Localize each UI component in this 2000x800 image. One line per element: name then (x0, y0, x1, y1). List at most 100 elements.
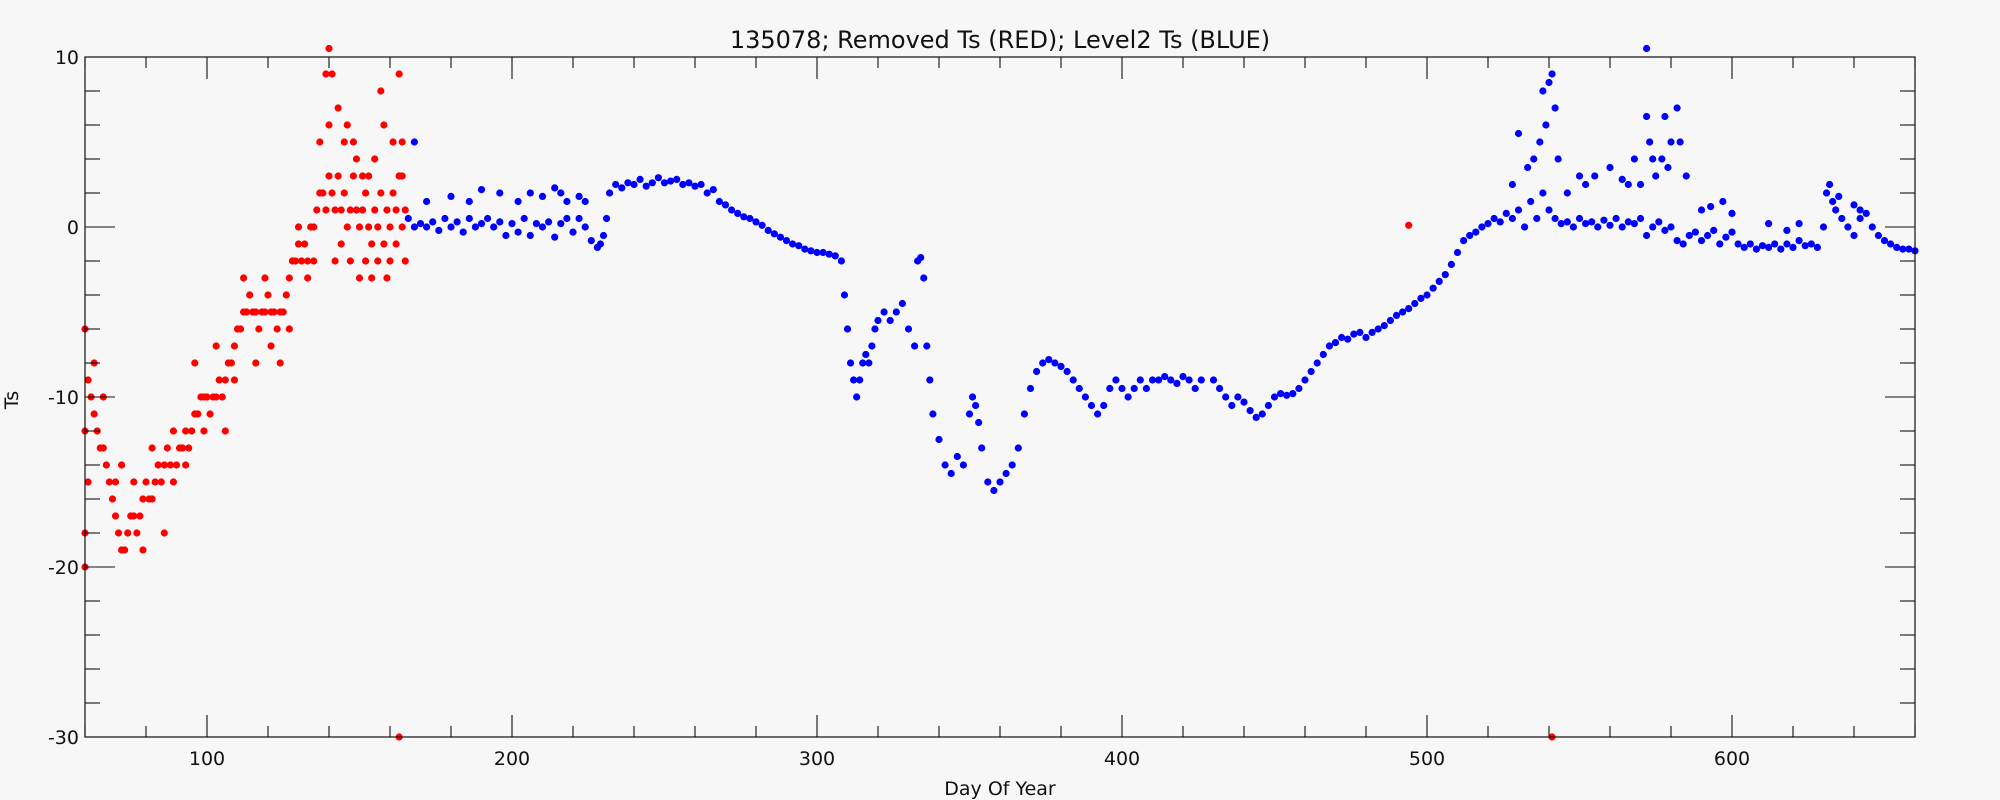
data-point (227, 359, 235, 367)
data-point (163, 444, 171, 452)
data-point (1722, 233, 1730, 241)
data-point (484, 214, 492, 223)
data-point (1676, 138, 1684, 146)
data-point (630, 180, 638, 189)
data-point (865, 359, 873, 367)
data-point (624, 179, 632, 187)
data-point (111, 512, 120, 520)
data-point (1618, 223, 1626, 231)
data-point (1691, 228, 1699, 236)
data-point (1472, 228, 1480, 236)
data-point (398, 223, 406, 231)
data-point (1246, 407, 1254, 415)
data-point (1652, 172, 1660, 180)
data-point (569, 228, 577, 236)
data-point (325, 172, 333, 180)
data-point (1618, 175, 1626, 183)
data-point (346, 257, 354, 265)
data-point (1679, 240, 1687, 248)
data-point (697, 180, 705, 189)
data-point (1417, 294, 1425, 302)
data-point (1819, 223, 1828, 231)
data-point (255, 325, 263, 333)
data-point (1338, 333, 1346, 342)
data-point (285, 325, 293, 333)
data-point (294, 223, 303, 231)
data-point (606, 189, 614, 197)
data-point (642, 182, 650, 190)
data-point (563, 214, 571, 223)
data-point (532, 220, 541, 228)
data-point (795, 242, 803, 250)
data-point (612, 180, 620, 189)
data-point (139, 546, 147, 554)
data-point (746, 214, 754, 223)
y-axis-label: Ts (1, 391, 23, 410)
data-point (801, 245, 809, 253)
data-point (114, 529, 123, 537)
data-point (1508, 180, 1516, 189)
data-point (349, 172, 357, 180)
data-point (252, 359, 260, 367)
data-point (291, 257, 300, 265)
data-point (1008, 461, 1016, 469)
data-point (383, 274, 391, 282)
data-point (1350, 330, 1358, 338)
data-point (1545, 206, 1553, 214)
data-point (1588, 218, 1596, 226)
data-point (1045, 356, 1053, 364)
data-point (1313, 359, 1321, 367)
data-point (160, 461, 168, 469)
data-point (1643, 112, 1651, 121)
data-point (1423, 291, 1431, 299)
data-point (1179, 373, 1187, 381)
data-point (1697, 206, 1706, 214)
data-point (758, 221, 766, 229)
data-point (1551, 104, 1559, 112)
data-point (581, 223, 589, 231)
data-point (1643, 231, 1651, 240)
data-point (551, 184, 559, 192)
data-point (477, 186, 486, 194)
data-point (325, 121, 333, 129)
data-point (1719, 197, 1727, 206)
data-point (240, 274, 248, 282)
data-point (395, 70, 403, 78)
data-point (1209, 376, 1218, 384)
data-point (1829, 197, 1837, 206)
data-point (520, 214, 528, 223)
data-point (1087, 401, 1096, 410)
data-point (538, 223, 547, 231)
data-point (377, 87, 385, 95)
data-point (1536, 138, 1544, 146)
data-point (1636, 214, 1645, 223)
data-point (1234, 393, 1242, 401)
data-point (1850, 201, 1858, 209)
data-point (267, 342, 275, 350)
data-point (1435, 277, 1443, 285)
data-point (1331, 339, 1340, 347)
data-point (1240, 398, 1248, 406)
data-point (304, 257, 312, 265)
data-point (972, 401, 980, 410)
data-point (206, 410, 214, 418)
data-point (1582, 220, 1590, 228)
data-point (923, 342, 931, 350)
data-point (459, 228, 467, 236)
data-point (1124, 393, 1132, 401)
data-point (1542, 121, 1550, 129)
data-point (1795, 237, 1803, 245)
data-point (334, 172, 342, 180)
data-point (374, 257, 382, 265)
data-point (496, 218, 504, 226)
data-point (721, 201, 730, 209)
data-point (1606, 221, 1614, 229)
data-point (1539, 189, 1547, 197)
data-point (84, 478, 92, 486)
data-point (1783, 226, 1791, 234)
x-tick-label: 200 (494, 748, 530, 770)
data-point (1521, 223, 1529, 231)
data-point (172, 461, 181, 469)
data-point (1527, 197, 1535, 206)
data-point (526, 231, 534, 240)
